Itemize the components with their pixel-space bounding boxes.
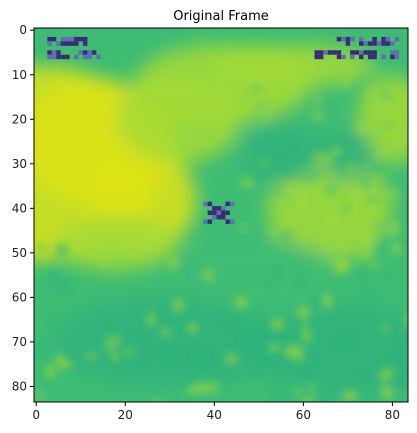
- hud-text-top-right: [314, 36, 400, 60]
- y-tick-label: 60: [12, 290, 27, 304]
- x-tick-label: 20: [118, 408, 133, 422]
- x-tick-label: 40: [207, 408, 222, 422]
- terrain-texture: [34, 43, 408, 402]
- hud-text-top-left: [47, 36, 101, 60]
- crosshair-marker: [203, 201, 235, 224]
- frame-image: [34, 28, 408, 402]
- x-axis: 0 20 40 60 80: [32, 402, 400, 422]
- x-tick-label: 0: [32, 408, 40, 422]
- y-tick-label: 50: [12, 246, 27, 260]
- y-tick-label: 0: [19, 23, 27, 37]
- plot-frame: [33, 27, 409, 403]
- y-tick-label: 20: [12, 112, 27, 126]
- y-axis: 0 10 20 30 40 50 60 70 80: [12, 23, 34, 393]
- y-tick-label: 30: [12, 157, 27, 171]
- figure-title: Original Frame: [173, 9, 269, 24]
- y-tick-label: 80: [12, 379, 27, 393]
- x-tick-label: 60: [296, 408, 311, 422]
- x-tick-label: 80: [385, 408, 400, 422]
- y-tick-label: 40: [12, 201, 27, 215]
- y-tick-label: 10: [12, 68, 27, 82]
- y-tick-label: 70: [12, 335, 27, 349]
